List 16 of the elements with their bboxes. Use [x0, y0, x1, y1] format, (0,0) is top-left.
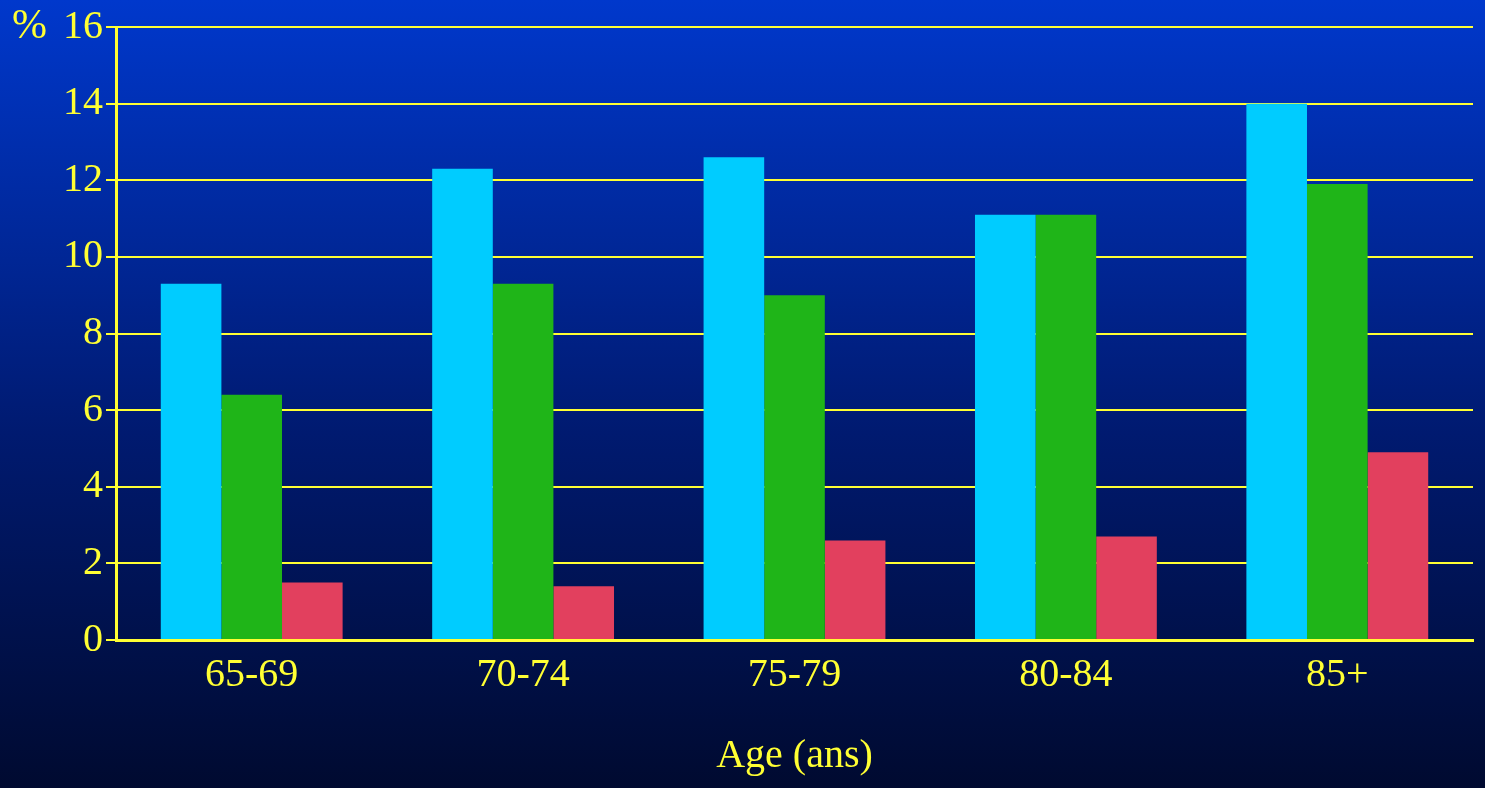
x-tick-label: 70-74 [476, 649, 570, 695]
x-tick-label: 80-84 [1019, 649, 1113, 695]
y-tick-label: 8 [83, 308, 103, 353]
y-tick-label: 10 [63, 231, 103, 277]
x-tick-label: 65-69 [205, 649, 299, 695]
y-tick-label: 12 [63, 154, 103, 200]
y-tick-label: 0 [83, 614, 103, 660]
x-axis-title: Age (ans) [716, 730, 873, 776]
y-tick-label: 16 [63, 1, 103, 47]
y-axis-title: % [12, 1, 47, 48]
y-tick-label: 4 [83, 461, 103, 507]
x-tick-label: 75-79 [747, 649, 842, 695]
x-tick-label: 85+ [1306, 649, 1369, 695]
y-tick-label: 2 [83, 537, 103, 583]
y-tick-label: 6 [83, 384, 103, 430]
y-tick-label: 14 [63, 78, 103, 124]
